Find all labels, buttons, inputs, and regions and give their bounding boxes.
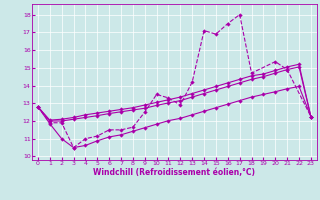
X-axis label: Windchill (Refroidissement éolien,°C): Windchill (Refroidissement éolien,°C) [93,168,255,177]
